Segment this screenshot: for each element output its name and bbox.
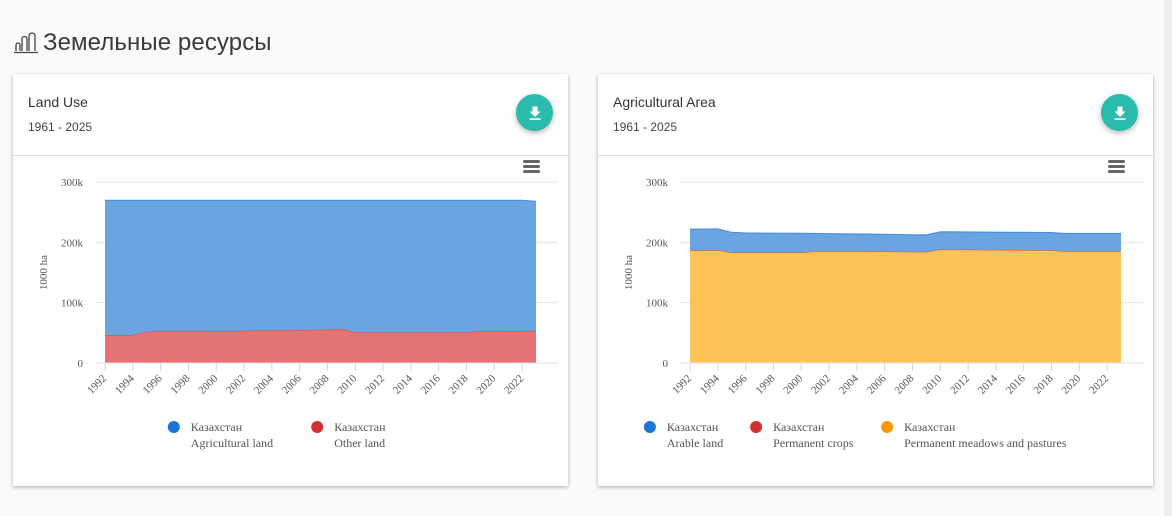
x-tick-label: 2002 (224, 373, 248, 397)
card-header: Agricultural Area 1961 - 2025 (598, 74, 1153, 156)
legend-item[interactable]: Казахстан Arable land (643, 420, 723, 450)
legend-item[interactable]: Казахстан Agricultural land (167, 420, 273, 450)
land-use-chart: 0 100k 200k 300k 1000 ha 1992 1994 1996 1998 2000… (38, 158, 558, 450)
menu-bar (1108, 165, 1125, 168)
series-line-0 (690, 228, 1121, 236)
page-scrollbar[interactable] (1164, 0, 1172, 516)
x-tick-label: 2008 (308, 372, 332, 396)
legend-label: Permanent crops (773, 436, 854, 450)
x-tick-label: 2010 (920, 372, 944, 396)
menu-bar (523, 160, 540, 163)
x-tick-label: 2012 (948, 373, 972, 397)
card-header: Land Use 1961 - 2025 (13, 74, 568, 156)
x-tick-label: 1998 (168, 372, 192, 396)
area-series-2 (690, 249, 1121, 363)
download-icon (529, 106, 540, 120)
legend-item[interactable]: Казахстан Permanent crops (750, 420, 854, 450)
download-button[interactable] (516, 94, 553, 131)
legend-label: Arable land (667, 436, 723, 450)
x-tick-label: 1992 (670, 373, 694, 397)
x-tick-label: 1994 (113, 372, 137, 396)
x-tick-label: 2004 (252, 372, 276, 396)
area-series-0 (105, 200, 536, 335)
land-resources-icon (14, 32, 38, 54)
legend-country: Казахстан (191, 420, 243, 434)
download-button[interactable] (1101, 94, 1138, 131)
y-tick-label: 100k (61, 298, 84, 310)
area-series-1 (105, 328, 536, 363)
card-period: 1961 - 2025 (613, 120, 678, 134)
land-use-card: Land Use 1961 - 2025 0 100k 200k 300k 1000 h… (13, 74, 568, 486)
x-tick-label: 2012 (363, 373, 387, 397)
legend-label: Permanent meadows and pastures (904, 436, 1067, 450)
legend-label: Other land (334, 436, 385, 450)
chart-menu-button[interactable] (520, 158, 544, 178)
x-tick-label: 2020 (1059, 372, 1083, 396)
legend-marker (643, 421, 656, 433)
legend-label: Agricultural land (191, 436, 273, 450)
x-tick-label: 2010 (335, 372, 359, 396)
x-tick-label: 1996 (141, 372, 165, 396)
x-tick-label: 2014 (976, 372, 1000, 396)
x-tick-label: 2022 (502, 373, 526, 397)
y-tick-label: 300k (646, 177, 669, 189)
page-title: Земельные ресурсы (43, 29, 272, 56)
legend-marker (167, 421, 180, 433)
agricultural-area-card: Agricultural Area 1961 - 2025 0 100k 200k 3… (598, 74, 1153, 486)
x-tick-label: 2016 (1004, 372, 1028, 396)
card-period: 1961 - 2025 (28, 120, 93, 134)
y-axis-title: 1000 ha (38, 255, 50, 290)
legend-marker (311, 421, 324, 433)
menu-bar (1108, 170, 1125, 173)
y-tick-label: 0 (78, 358, 84, 370)
hamburger-menu-icon (1108, 160, 1125, 173)
x-tick-label: 1994 (698, 372, 722, 396)
legend-country: Казахстан (667, 420, 719, 434)
menu-bar (1108, 160, 1125, 163)
x-tick-label: 2014 (391, 372, 415, 396)
legend-marker (881, 421, 894, 433)
legend-country: Казахстан (334, 420, 386, 434)
agricultural-area-chart: 0 100k 200k 300k 1000 ha 1992 1994 1996 1998 2000… (623, 158, 1143, 450)
y-tick-label: 100k (646, 298, 669, 310)
x-tick-label: 2006 (280, 372, 304, 396)
card-title: Agricultural Area (613, 94, 716, 110)
x-tick-label: 2022 (1087, 373, 1111, 397)
chart-menu-button[interactable] (1105, 158, 1129, 178)
legend-country: Казахстан (773, 420, 825, 434)
x-tick-label: 1992 (85, 373, 109, 397)
x-tick-label: 1998 (753, 372, 777, 396)
download-icon (1114, 106, 1125, 120)
x-tick-label: 2018 (1032, 372, 1056, 396)
menu-bar (523, 165, 540, 168)
x-tick-label: 2000 (781, 372, 805, 396)
y-tick-label: 200k (646, 237, 669, 249)
legend-country: Казахстан (904, 420, 956, 434)
y-axis-title: 1000 ha (623, 255, 635, 290)
x-tick-label: 2006 (865, 372, 889, 396)
card-title: Land Use (28, 94, 88, 110)
y-tick-label: 200k (61, 237, 84, 249)
legend-item[interactable]: Казахстан Other land (311, 420, 386, 450)
legend-marker (750, 421, 763, 433)
area-series-0 (690, 228, 1121, 253)
x-tick-label: 2004 (837, 372, 861, 396)
hamburger-menu-icon (523, 160, 540, 173)
x-tick-label: 2008 (893, 372, 917, 396)
x-tick-label: 2000 (196, 372, 220, 396)
y-tick-label: 0 (663, 358, 669, 370)
y-tick-label: 300k (61, 177, 84, 189)
series-line-0 (105, 199, 537, 202)
x-tick-label: 2002 (809, 373, 833, 397)
menu-bar (523, 170, 540, 173)
x-tick-label: 2016 (419, 372, 443, 396)
legend-item[interactable]: Казахстан Permanent meadows and pastures (881, 420, 1067, 450)
x-tick-label: 2020 (474, 372, 498, 396)
page-header: Земельные ресурсы (13, 26, 272, 60)
x-tick-label: 2018 (447, 372, 471, 396)
x-tick-label: 1996 (726, 372, 750, 396)
